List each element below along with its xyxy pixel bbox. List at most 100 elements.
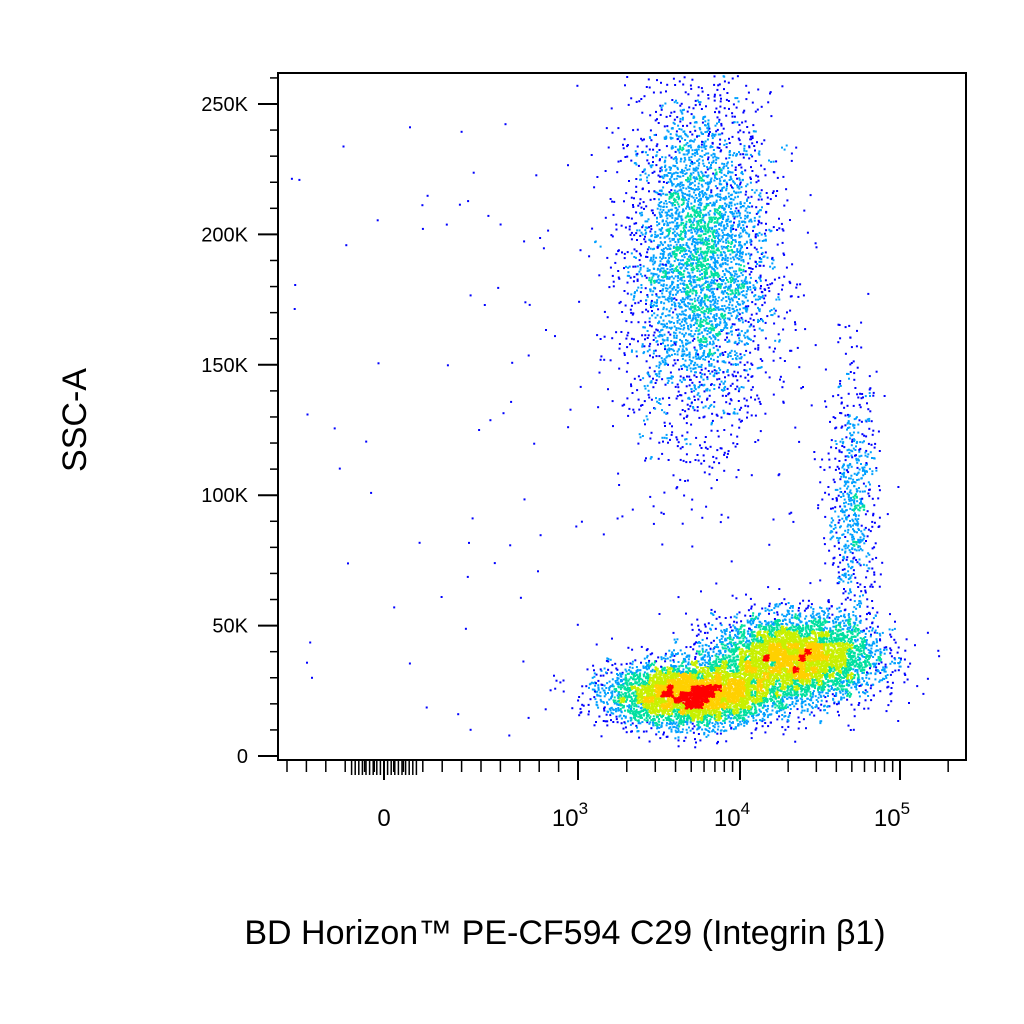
event-point xyxy=(693,275,696,277)
event-point xyxy=(721,316,724,319)
event-point xyxy=(675,248,678,251)
event-point xyxy=(635,232,638,235)
event-point xyxy=(713,369,716,372)
event-point xyxy=(746,299,749,302)
event-point xyxy=(725,227,728,230)
event-point xyxy=(712,159,715,162)
event-point xyxy=(693,168,696,171)
event-point xyxy=(776,243,779,246)
event-point xyxy=(660,511,663,514)
event-point xyxy=(701,276,704,279)
event-point xyxy=(663,436,666,439)
event-point xyxy=(755,248,758,251)
event-point xyxy=(709,300,712,303)
event-point xyxy=(749,219,752,222)
event-point xyxy=(729,226,732,229)
event-point xyxy=(681,116,684,119)
event-point xyxy=(736,186,739,189)
event-point xyxy=(728,151,731,154)
event-point xyxy=(776,176,779,179)
event-point xyxy=(716,284,719,287)
event-point xyxy=(652,505,655,508)
event-point xyxy=(724,282,727,285)
event-point xyxy=(695,150,698,153)
event-point xyxy=(669,268,672,271)
event-point xyxy=(672,77,675,80)
event-point xyxy=(679,379,682,382)
event-point xyxy=(721,231,724,234)
event-point xyxy=(794,426,797,429)
event-point xyxy=(656,220,658,223)
event-point xyxy=(748,281,751,284)
event-point xyxy=(677,441,680,444)
event-point xyxy=(693,297,696,300)
event-point xyxy=(704,196,707,199)
event-point xyxy=(671,192,674,195)
event-point xyxy=(737,164,740,167)
event-point xyxy=(754,414,757,417)
event-point xyxy=(723,173,726,176)
event-point xyxy=(687,302,690,305)
event-point xyxy=(713,257,716,260)
event-point xyxy=(725,300,728,303)
event-point xyxy=(722,279,725,281)
event-point xyxy=(634,256,637,259)
event-point xyxy=(725,292,728,295)
event-point xyxy=(693,312,696,315)
event-point xyxy=(752,284,755,287)
event-point xyxy=(729,283,732,286)
event-point xyxy=(717,371,720,374)
event-point xyxy=(720,278,722,281)
event-point xyxy=(718,383,721,386)
event-point xyxy=(743,147,746,150)
event-point xyxy=(810,404,813,407)
event-point xyxy=(691,258,693,261)
event-point xyxy=(719,251,722,254)
event-point xyxy=(713,250,716,253)
event-point xyxy=(698,314,701,317)
event-point xyxy=(709,305,712,308)
event-point xyxy=(637,375,640,378)
event-point xyxy=(773,278,776,281)
event-point xyxy=(716,219,719,222)
event-point xyxy=(712,346,715,349)
event-point xyxy=(629,276,632,279)
event-point xyxy=(702,260,705,263)
event-point xyxy=(783,148,786,151)
event-point xyxy=(726,341,729,343)
event-point xyxy=(664,166,666,168)
event-point xyxy=(707,237,710,240)
event-point xyxy=(706,245,709,248)
event-point xyxy=(689,461,692,464)
event-point xyxy=(703,415,706,418)
event-point xyxy=(691,240,694,243)
event-point xyxy=(697,167,700,170)
event-point xyxy=(594,241,597,244)
event-point xyxy=(671,195,674,198)
event-point xyxy=(729,277,732,280)
event-point xyxy=(706,168,709,171)
event-point xyxy=(692,223,695,226)
event-point xyxy=(737,469,740,471)
event-point xyxy=(694,281,697,284)
event-point xyxy=(745,399,748,402)
event-point xyxy=(678,331,681,334)
event-point xyxy=(751,101,754,104)
event-point xyxy=(698,284,701,287)
event-point xyxy=(737,209,740,212)
event-point xyxy=(729,301,732,304)
event-point xyxy=(735,305,738,308)
event-point xyxy=(661,156,664,159)
event-point xyxy=(718,283,721,286)
event-point xyxy=(681,409,684,411)
event-point xyxy=(727,81,730,84)
event-point xyxy=(633,197,635,200)
event-point xyxy=(766,716,769,719)
event-point xyxy=(719,211,721,213)
event-point xyxy=(764,294,767,297)
event-point xyxy=(683,303,686,306)
event-point xyxy=(693,200,696,203)
event-point xyxy=(682,199,685,202)
event-point xyxy=(645,151,647,154)
event-point xyxy=(694,329,697,332)
